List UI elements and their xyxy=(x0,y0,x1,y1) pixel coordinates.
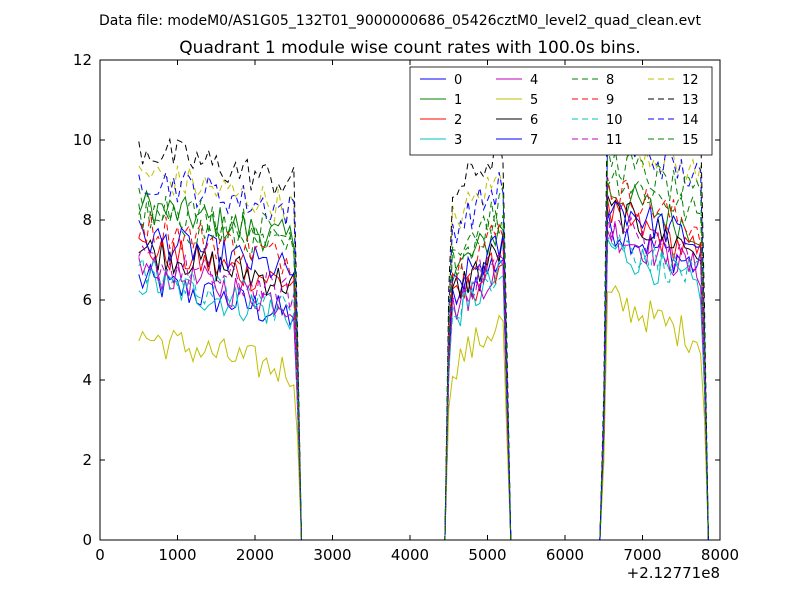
legend-label-13: 13 xyxy=(682,93,699,108)
series-line-5 xyxy=(138,284,709,541)
legend-label-10: 10 xyxy=(606,113,623,128)
x-tick-label-0: 0 xyxy=(95,546,105,564)
y-tick-label-0: 0 xyxy=(82,531,92,549)
legend-label-14: 14 xyxy=(682,113,699,128)
legend-label-6: 6 xyxy=(530,113,538,128)
y-tick-label-10: 10 xyxy=(73,131,92,149)
series-line-2 xyxy=(138,199,709,541)
plot-frame xyxy=(99,59,721,541)
y-tick-label-2: 2 xyxy=(82,451,92,469)
x-tick-label-5000: 5000 xyxy=(468,546,506,564)
y-tick-label-4: 4 xyxy=(82,371,92,389)
series-line-7 xyxy=(138,201,709,541)
x-tick-label-6000: 6000 xyxy=(546,546,584,564)
series-line-1 xyxy=(138,182,709,541)
series-line-6 xyxy=(138,195,709,541)
legend-label-7: 7 xyxy=(530,133,538,148)
legend-label-4: 4 xyxy=(530,73,538,88)
legend-label-3: 3 xyxy=(454,133,462,148)
legend-label-15: 15 xyxy=(682,133,699,148)
x-tick-label-2000: 2000 xyxy=(236,546,274,564)
series-line-12 xyxy=(138,125,709,541)
legend-label-9: 9 xyxy=(606,93,614,108)
y-tick-label-8: 8 xyxy=(82,211,92,229)
x-tick-label-4000: 4000 xyxy=(391,546,429,564)
series-line-8 xyxy=(138,167,709,541)
legend-label-2: 2 xyxy=(454,113,462,128)
x-tick-label-3000: 3000 xyxy=(313,546,351,564)
legend-label-12: 12 xyxy=(682,73,699,88)
legend-label-8: 8 xyxy=(606,73,614,88)
legend-label-11: 11 xyxy=(606,133,623,148)
legend-box xyxy=(409,66,713,156)
series-line-11 xyxy=(138,215,709,541)
series-line-10 xyxy=(138,233,709,541)
x-tick-label-7000: 7000 xyxy=(623,546,661,564)
legend-label-1: 1 xyxy=(454,93,462,108)
y-tick-label-12: 12 xyxy=(73,51,92,69)
x-tick-label-1000: 1000 xyxy=(158,546,196,564)
legend-label-0: 0 xyxy=(454,73,462,88)
x-offset-label: +2.12771e8 xyxy=(627,564,720,582)
series-line-15 xyxy=(138,145,709,541)
series-line-4 xyxy=(138,223,709,541)
legend-label-5: 5 xyxy=(530,93,538,108)
data-file-suptitle: Data file: modeM0/AS1G05_132T01_90000006… xyxy=(99,13,701,29)
series-line-14 xyxy=(138,124,709,541)
y-tick-label-6: 6 xyxy=(82,291,92,309)
chart-title: Quadrant 1 module wise count rates with … xyxy=(179,38,640,58)
x-tick-label-8000: 8000 xyxy=(701,546,739,564)
